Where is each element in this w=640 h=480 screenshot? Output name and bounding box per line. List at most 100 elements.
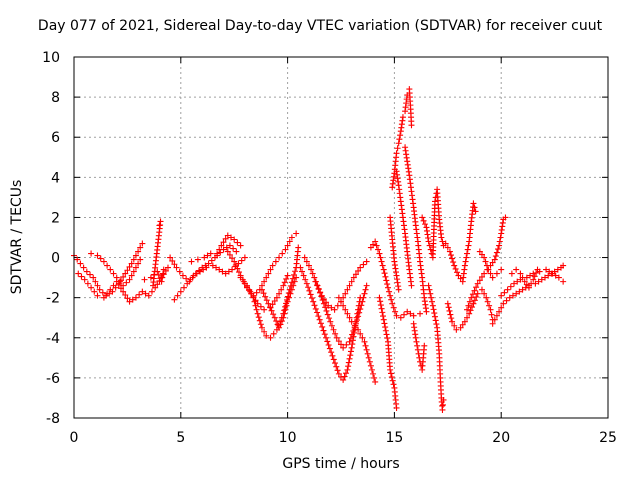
data-point-marker <box>345 359 352 366</box>
data-point-marker <box>376 294 383 301</box>
data-point-marker <box>316 316 323 323</box>
data-point-marker <box>377 298 384 305</box>
data-point-marker <box>347 348 354 355</box>
data-point-marker <box>139 240 146 247</box>
data-point-marker <box>356 309 363 316</box>
data-point-marker <box>135 248 142 255</box>
data-point-marker <box>348 318 355 325</box>
series-isolated <box>150 218 164 289</box>
data-point-marker <box>281 310 288 317</box>
data-point-marker <box>420 217 427 224</box>
data-point-marker <box>277 321 284 328</box>
data-point-marker <box>209 262 216 269</box>
data-point-marker <box>183 275 190 282</box>
data-point-marker <box>373 242 380 249</box>
data-point-marker <box>222 270 229 277</box>
data-point-marker <box>390 381 397 388</box>
data-point-marker <box>508 270 515 277</box>
data-point-marker <box>261 328 268 335</box>
data-point-marker <box>344 286 351 293</box>
data-point-marker <box>442 240 449 247</box>
data-point-marker <box>521 278 528 285</box>
data-point-marker <box>223 244 230 251</box>
data-point-marker <box>439 238 446 245</box>
data-point-marker <box>100 258 107 265</box>
data-point-marker <box>270 330 277 337</box>
data-point-marker <box>260 290 267 297</box>
series-arc-b <box>75 264 171 305</box>
data-point-marker <box>287 290 294 297</box>
series-arc-v <box>410 320 428 373</box>
data-point-marker <box>74 256 81 263</box>
data-point-marker <box>506 294 513 301</box>
data-point-marker <box>466 298 473 305</box>
data-point-marker <box>213 264 220 271</box>
data-point-marker <box>179 272 186 279</box>
series-arc-k <box>258 274 300 331</box>
data-point-marker <box>313 282 320 289</box>
data-point-marker <box>117 277 124 284</box>
data-point-marker <box>237 274 244 281</box>
data-point-marker <box>325 341 332 348</box>
data-point-marker <box>514 278 521 285</box>
data-point-marker <box>493 312 500 319</box>
data-point-marker <box>427 290 434 297</box>
data-point-marker <box>426 286 433 293</box>
data-point-marker <box>320 296 327 303</box>
data-point-marker <box>530 270 537 277</box>
data-point-marker <box>469 304 476 311</box>
data-point-marker <box>396 136 403 143</box>
data-point-marker <box>314 309 321 316</box>
data-point-marker <box>363 346 370 353</box>
data-point-marker <box>360 294 367 301</box>
data-point-marker <box>370 370 377 377</box>
series-arc-x <box>425 282 447 413</box>
data-point-marker <box>142 290 149 297</box>
data-point-marker <box>344 310 351 317</box>
data-point-marker <box>498 292 505 299</box>
x-tick-label: 0 <box>70 430 79 446</box>
data-point-marker <box>395 286 402 293</box>
data-point-marker <box>370 241 377 248</box>
data-point-marker <box>357 264 364 271</box>
data-point-marker <box>110 282 117 289</box>
data-point-marker <box>326 315 333 322</box>
series-arc-q <box>376 294 400 411</box>
data-point-marker <box>257 321 264 328</box>
data-point-marker <box>487 270 494 277</box>
data-point-marker <box>241 280 248 287</box>
data-point-marker <box>438 234 445 241</box>
data-point-marker <box>94 252 101 259</box>
data-point-marker <box>389 377 396 384</box>
series-arc-c <box>88 250 144 289</box>
data-point-marker <box>431 198 438 205</box>
data-point-marker <box>513 290 520 297</box>
data-point-marker <box>132 294 139 301</box>
data-point-marker <box>359 298 366 305</box>
data-point-marker <box>357 306 364 313</box>
data-point-marker <box>204 252 211 259</box>
data-point-marker <box>270 311 277 318</box>
data-point-marker <box>449 318 456 325</box>
series-arc-w <box>419 186 447 261</box>
data-point-marker <box>525 284 532 291</box>
data-point-marker <box>77 260 84 267</box>
data-point-marker <box>439 401 446 408</box>
data-point-marker <box>97 255 104 262</box>
data-point-marker <box>253 289 260 296</box>
data-point-marker <box>184 280 191 287</box>
data-point-marker <box>484 298 491 305</box>
data-point-marker <box>378 258 385 265</box>
y-tick-label: -2 <box>46 291 60 307</box>
data-point-marker <box>511 280 518 287</box>
data-point-marker <box>255 314 262 321</box>
data-point-marker <box>137 244 144 251</box>
data-point-marker <box>271 314 278 321</box>
data-point-marker <box>390 304 397 311</box>
series-arc-y <box>442 200 479 285</box>
data-point-marker <box>160 270 166 277</box>
data-point-marker <box>332 360 339 367</box>
data-point-marker <box>124 267 131 274</box>
data-point-marker <box>473 293 480 300</box>
